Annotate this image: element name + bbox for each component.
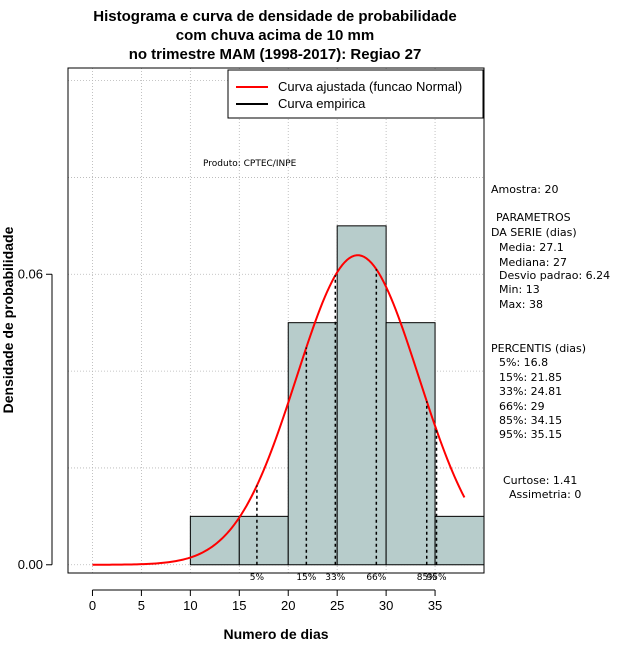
x-tick-label-0: 0 — [89, 598, 96, 613]
stat-desvio: Desvio padrao: 6.24 — [499, 269, 610, 282]
x-tick-label-1: 5 — [138, 598, 145, 613]
stat-mediana: Mediana: 27 — [499, 256, 567, 269]
histogram-bar-5 — [434, 515, 485, 566]
stat-min: Min: 13 — [499, 283, 540, 296]
plot-frame — [67, 67, 485, 574]
x-axis-title: Numero de dias — [223, 626, 328, 642]
histogram-bar-3 — [336, 225, 387, 566]
stat-media: Media: 27.1 — [499, 241, 564, 254]
histogram-bar-0 — [189, 515, 240, 566]
y-tick-label-1: 0.06 — [18, 266, 43, 281]
legend-fitted-label: Curva ajustada (funcao Normal) — [278, 79, 462, 94]
y-tick-label-0: 0.00 — [18, 557, 43, 572]
stat-amostra: Amostra: 20 — [491, 183, 558, 196]
stats-panel: Amostra: 20 PARAMETROS DA SERIE (dias) M… — [491, 183, 610, 501]
percentile-label-0: 5% — [250, 573, 265, 583]
percentile-label-3: 66% — [366, 573, 386, 583]
stat-p33: 33%: 24.81 — [499, 385, 562, 398]
chart-title-line-3: no trimestre MAM (1998-2017): Regiao 27 — [129, 46, 422, 63]
y-axis-title: Densidade de probabilidade — [0, 226, 16, 413]
stat-max: Max: 38 — [499, 298, 543, 311]
legend-empirical-label: Curva empirica — [278, 96, 366, 111]
chart-title-line-2: com chuva acima de 10 mm — [176, 27, 374, 44]
legend: Curva ajustada (funcao Normal) Curva emp… — [227, 69, 484, 119]
stat-curtose: Curtose: 1.41 — [503, 474, 577, 487]
fitted-curve-layer — [92, 254, 466, 566]
percentile-label-5: 95% — [427, 573, 447, 583]
fitted-normal-curve — [92, 254, 466, 566]
stat-percentis-header: PERCENTIS (dias) — [491, 342, 586, 355]
percentile-label-4: 85% — [417, 573, 437, 583]
percentile-label-1: 15% — [296, 573, 316, 583]
histogram-bar-4 — [385, 322, 436, 566]
stat-param-header-1: PARAMETROS — [496, 211, 571, 224]
percentile-label-2: 33% — [325, 573, 345, 583]
x-tick-label-3: 15 — [232, 598, 246, 613]
stat-p66: 66%: 29 — [499, 400, 545, 413]
stat-p15: 15%: 21.85 — [499, 371, 562, 384]
x-tick-label-5: 25 — [330, 598, 344, 613]
histogram-bars — [189, 225, 485, 566]
percentile-lines: 5% 15% 33% 66% 85%95% — [250, 269, 447, 583]
legend-box — [227, 69, 484, 119]
axes: 0 5 10 15 20 25 30 35 0.00 0.06 — [18, 266, 443, 613]
x-tick-label-7: 35 — [428, 598, 442, 613]
x-tick-label-4: 20 — [281, 598, 295, 613]
histogram-bar-2 — [287, 322, 338, 566]
x-tick-label-6: 30 — [379, 598, 393, 613]
histogram-bar-1 — [238, 515, 289, 566]
x-tick-label-2: 10 — [183, 598, 197, 613]
product-annotation: Produto: CPTEC/INPE — [203, 159, 297, 169]
stat-p95: 95%: 35.15 — [499, 428, 562, 441]
stat-p5: 5%: 16.8 — [499, 356, 548, 369]
stat-p85: 85%: 34.15 — [499, 414, 562, 427]
chart-title-line-1: Histograma e curva de densidade de proba… — [93, 8, 456, 25]
stat-param-header-2: DA SERIE (dias) — [491, 226, 577, 239]
stat-assimetria: Assimetria: 0 — [509, 488, 581, 501]
